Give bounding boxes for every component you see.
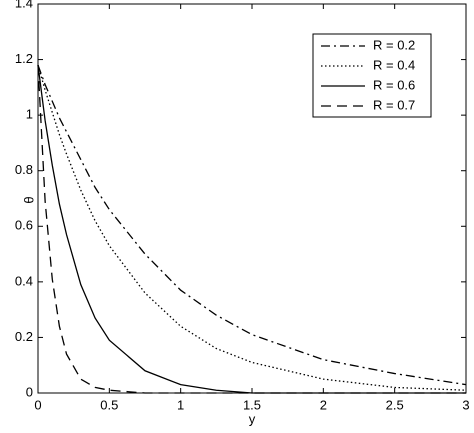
x-tick-label: 2.5	[386, 397, 404, 412]
legend-label: R = 0.6	[373, 77, 415, 92]
x-tick-label: 1.5	[243, 397, 261, 412]
legend-label: R = 0.2	[373, 37, 415, 52]
data-line	[37, 64, 467, 386]
y-tick-label: 0.6	[15, 218, 33, 233]
y-tick-label: 1.2	[15, 51, 33, 66]
x-tick-label: 0	[34, 397, 41, 412]
x-tick-label: 1	[177, 397, 184, 412]
y-tick-label: 1.4	[15, 0, 33, 10]
data-line	[37, 65, 466, 394]
data-line	[37, 64, 467, 391]
x-tick-label: 0.5	[100, 397, 118, 412]
plot-frame	[37, 3, 467, 394]
legend-label: R = 0.4	[373, 57, 415, 72]
legend-box	[312, 33, 432, 118]
x-axis-label: y	[249, 411, 256, 426]
y-tick-label: 0.8	[15, 162, 33, 177]
y-axis-label: θ	[21, 196, 36, 203]
y-tick-label: 0	[26, 384, 33, 399]
y-tick-label: 0.4	[15, 273, 33, 288]
x-tick-label: 3	[462, 397, 469, 412]
y-tick-label: 0.2	[15, 329, 33, 344]
y-tick-label: 1	[26, 107, 33, 122]
x-tick-label: 2	[320, 397, 327, 412]
legend-label: R = 0.7	[373, 97, 415, 112]
